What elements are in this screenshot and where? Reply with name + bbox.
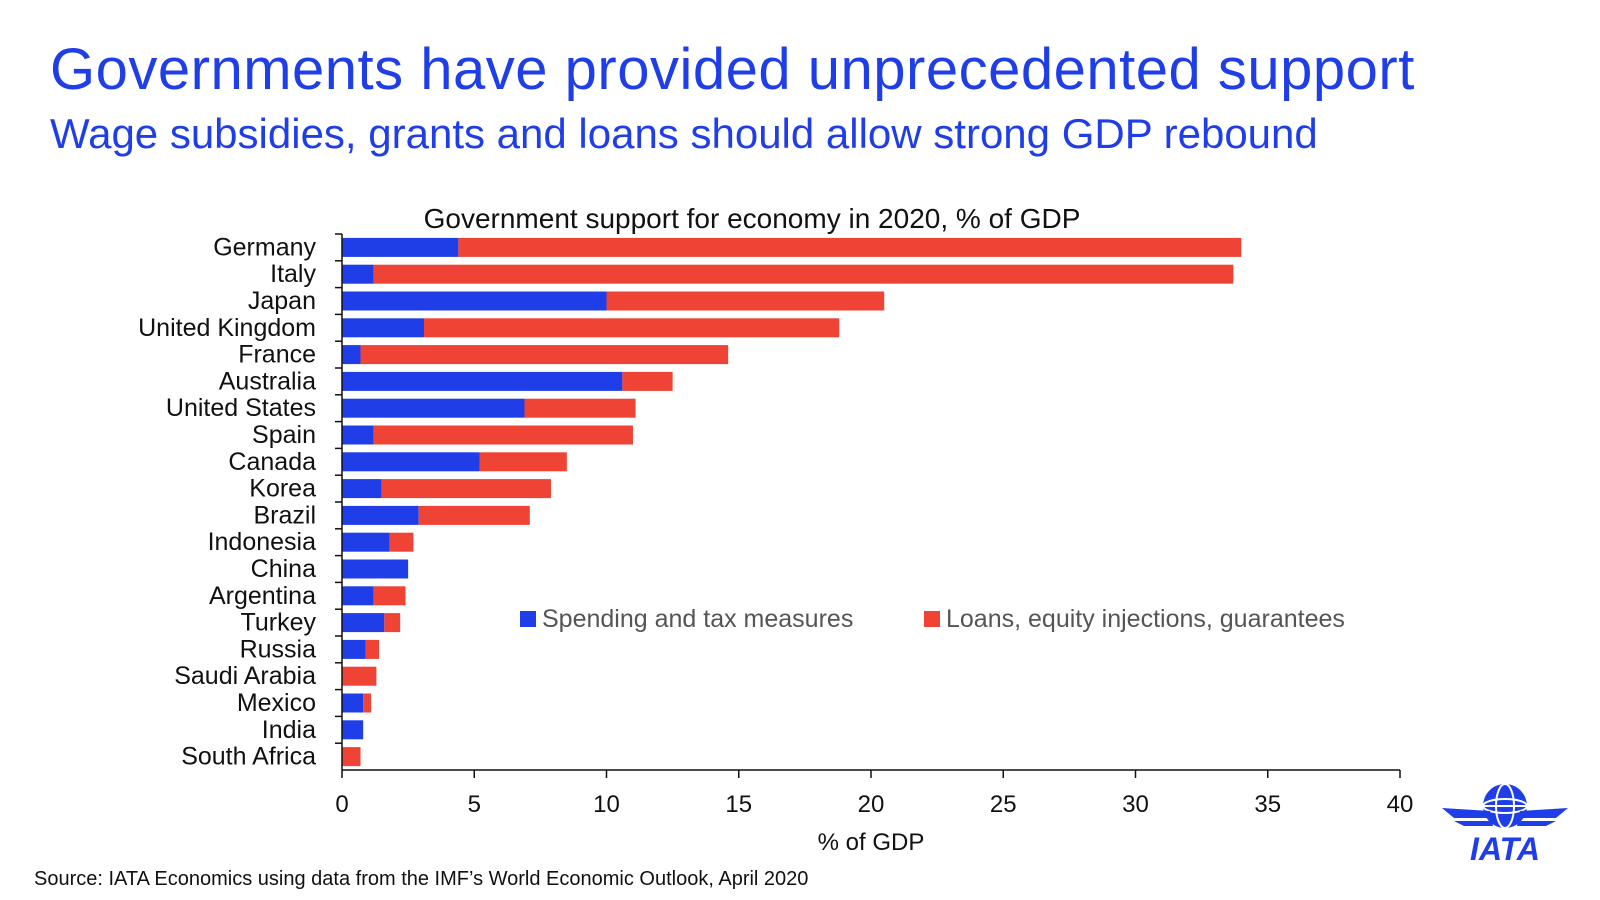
bar-canada-spending [342,452,480,472]
y-tick-label-russia: Russia [240,635,317,663]
y-tick-label-france: France [238,341,316,369]
x-tick-label: 5 [468,791,481,818]
bar-indonesia-spending [342,532,390,552]
y-tick-label-saudi-arabia: Saudi Arabia [174,662,316,690]
bar-mexico-loans [363,693,372,713]
bar-russia-loans [365,639,380,659]
bar-mexico-spending [342,693,364,713]
y-tick-label-mexico: Mexico [237,689,316,717]
bar-canada-loans [479,452,567,472]
x-tick-label: 40 [1387,791,1414,818]
iata-globe-wings-icon [1442,783,1568,829]
bar-russia-spending [342,639,366,659]
bar-australia-spending [342,371,623,391]
chart-legend: Spending and tax measures Loans, equity i… [520,605,1345,633]
bar-indonesia-loans [389,532,414,552]
bar-united-kingdom-spending [342,318,424,338]
y-tick-label-turkey: Turkey [241,609,317,637]
y-tick-label-south-africa: South Africa [181,743,316,771]
bar-brazil-spending [342,505,419,525]
y-tick-label-spain: Spain [252,421,316,449]
bar-germany-loans [458,237,1242,257]
bar-turkey-spending [342,613,385,633]
x-tick-label: 10 [593,791,620,818]
y-tick-label-japan: Japan [248,287,316,315]
bar-korea-spending [342,479,382,499]
bar-spain-spending [342,425,374,445]
bar-china-spending [342,559,409,579]
bar-germany-spending [342,237,459,257]
x-axis-label: % of GDP [818,829,925,856]
legend-swatch-spending [520,611,536,627]
legend-label-spending: Spending and tax measures [542,605,853,633]
logo-text: IATA [1470,831,1540,867]
x-tick-label: 15 [725,791,752,818]
page-title: Governments have provided unprecedented … [50,37,1415,102]
x-tick-label: 0 [335,791,348,818]
bar-japan-spending [342,291,607,311]
bar-turkey-loans [384,613,401,633]
x-tick-label: 25 [990,791,1017,818]
bar-japan-loans [606,291,885,311]
bar-france-spending [342,345,361,365]
y-tick-label-indonesia: Indonesia [208,528,317,556]
bar-italy-spending [342,264,374,284]
bar-korea-loans [381,479,551,499]
bar-italy-loans [373,264,1234,284]
y-tick-label-canada: Canada [228,448,316,476]
stacked-bar-chart: Government support for economy in 2020, … [138,203,1413,856]
bar-spain-loans [373,425,633,445]
bar-united-states-spending [342,398,525,418]
y-tick-label-china: China [251,555,316,583]
iata-logo: IATA [1440,778,1570,873]
bars-layer [342,237,1242,767]
bar-india-spending [342,720,364,740]
chart-title: Government support for economy in 2020, … [424,203,1081,234]
bar-france-loans [360,345,729,365]
y-tick-label-australia: Australia [219,367,316,395]
bar-argentina-loans [373,586,406,606]
bar-argentina-spending [342,586,374,606]
bar-australia-loans [622,371,673,391]
bar-south-africa-loans [342,747,361,767]
x-tick-label: 30 [1122,791,1149,818]
bar-united-states-loans [524,398,636,418]
source-note: Source: IATA Economics using data from t… [34,868,809,890]
x-tick-label: 35 [1254,791,1281,818]
y-tick-label-korea: Korea [249,475,316,503]
page-subtitle: Wage subsidies, grants and loans should … [50,110,1318,157]
y-tick-label-united-states: United States [166,394,316,422]
bar-united-kingdom-loans [423,318,840,338]
legend-swatch-loans [924,611,940,627]
y-tick-label-brazil: Brazil [253,501,316,529]
y-tick-label-united-kingdom: United Kingdom [138,314,316,342]
y-tick-label-germany: Germany [213,233,316,261]
y-tick-label-india: India [262,716,316,744]
y-tick-label-argentina: Argentina [209,582,316,610]
bar-saudi-arabia-loans [342,666,377,686]
x-tick-label: 20 [858,791,885,818]
bar-brazil-loans [418,505,530,525]
legend-label-loans: Loans, equity injections, guarantees [946,605,1345,633]
y-tick-label-italy: Italy [270,260,316,288]
